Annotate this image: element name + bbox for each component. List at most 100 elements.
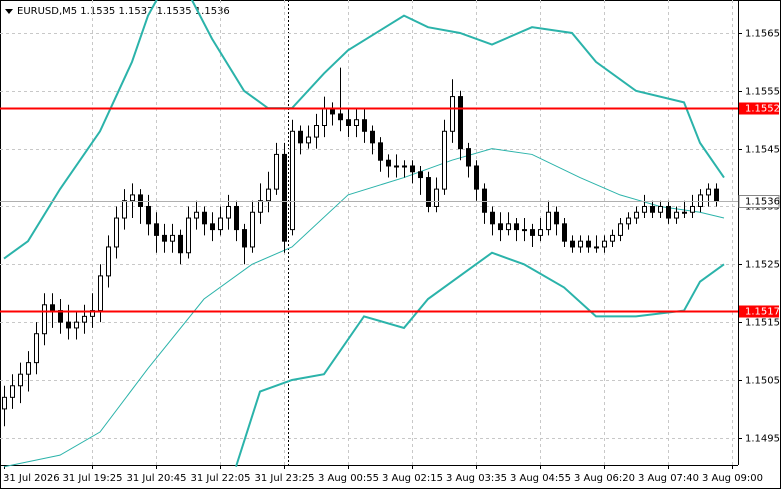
candle-body bbox=[650, 205, 655, 213]
candle-body bbox=[354, 119, 359, 127]
x-tick-label: 3 Aug 04:55 bbox=[510, 473, 571, 484]
candle-body bbox=[210, 223, 215, 231]
candle-body bbox=[146, 205, 151, 225]
candle-body bbox=[378, 142, 383, 161]
candle-body bbox=[322, 107, 327, 127]
candle-body bbox=[122, 200, 127, 219]
last-price-label: 1.1536 bbox=[745, 197, 780, 208]
candle-body bbox=[450, 96, 455, 132]
candle-body bbox=[594, 246, 599, 249]
x-tick-label: 3 Aug 06:20 bbox=[574, 473, 635, 484]
candle-body bbox=[434, 188, 439, 207]
candle-body bbox=[626, 217, 631, 225]
candle-body bbox=[338, 113, 343, 121]
candle-body bbox=[498, 223, 503, 231]
y-tick-label: 1.1555 bbox=[745, 87, 780, 98]
y-tick-label: 1.1495 bbox=[745, 434, 780, 445]
candle-body bbox=[546, 211, 551, 231]
x-tick-label: 3 Aug 09:00 bbox=[702, 473, 763, 484]
candle-body bbox=[162, 234, 167, 242]
candle-body bbox=[250, 211, 255, 248]
candle-body bbox=[586, 240, 591, 248]
last-price-box bbox=[738, 195, 780, 208]
candle-body bbox=[10, 385, 15, 398]
candle-body bbox=[18, 373, 23, 387]
candle-body bbox=[570, 240, 575, 248]
candle-body bbox=[370, 130, 375, 144]
candle-body bbox=[522, 229, 527, 232]
candle-body bbox=[690, 205, 695, 213]
candle-body bbox=[194, 211, 199, 219]
candle-body bbox=[554, 211, 559, 225]
candle-body bbox=[698, 194, 703, 207]
candle-body bbox=[42, 304, 47, 335]
candle-body bbox=[410, 165, 415, 173]
candle-body bbox=[306, 136, 311, 144]
candle-body bbox=[402, 165, 407, 168]
x-tick-label: 3 Aug 03:35 bbox=[446, 473, 507, 484]
candle-body bbox=[394, 165, 399, 168]
candle-body bbox=[634, 211, 639, 219]
candle-body bbox=[538, 229, 543, 236]
candle-body bbox=[490, 211, 495, 225]
candle-body bbox=[98, 275, 103, 312]
candle-body bbox=[682, 211, 687, 214]
candle-body bbox=[714, 188, 719, 202]
candle-body bbox=[258, 200, 263, 213]
candle-body bbox=[466, 148, 471, 167]
candle-body bbox=[242, 229, 247, 248]
candle-body bbox=[74, 321, 79, 329]
y-tick-label: 1.1525 bbox=[745, 260, 780, 271]
candle-body bbox=[82, 315, 87, 323]
x-tick-label: 31 Jul 2026 bbox=[3, 473, 60, 484]
level-label: 1.1552 bbox=[745, 104, 780, 115]
chart-title: EURUSD,M5 1.1535 1.1537 1.1535 1.1536 bbox=[17, 6, 230, 17]
candle-body bbox=[474, 165, 479, 190]
y-tick-label: 1.1505 bbox=[745, 376, 780, 387]
level-label-box bbox=[739, 305, 779, 318]
candle-body bbox=[154, 223, 159, 236]
candle-body bbox=[218, 217, 223, 231]
candle-body bbox=[314, 125, 319, 138]
candle-body bbox=[50, 304, 55, 312]
candle-body bbox=[666, 205, 671, 219]
menu-icon bbox=[5, 9, 13, 14]
candle-body bbox=[114, 217, 119, 248]
candle-body bbox=[386, 159, 391, 167]
x-tick-label: 3 Aug 00:55 bbox=[318, 473, 379, 484]
candle-body bbox=[346, 119, 351, 127]
candle-body bbox=[602, 240, 607, 248]
candle-body bbox=[170, 234, 175, 242]
candle-body bbox=[418, 171, 423, 179]
candle-body bbox=[178, 234, 183, 254]
candle-body bbox=[562, 223, 567, 242]
candle-body bbox=[458, 96, 463, 150]
candle-body bbox=[578, 240, 583, 248]
x-tick-label: 31 Jul 19:25 bbox=[63, 473, 123, 484]
x-tick-label: 3 Aug 02:15 bbox=[382, 473, 443, 484]
candle-body bbox=[226, 205, 231, 219]
candle-body bbox=[34, 333, 39, 364]
candle-body bbox=[66, 321, 71, 329]
candle-body bbox=[514, 223, 519, 231]
candle-body bbox=[362, 119, 367, 132]
band-line bbox=[3, 0, 725, 260]
band-line bbox=[3, 148, 725, 468]
y-tick-label: 1.1515 bbox=[745, 318, 780, 329]
candle-body bbox=[618, 223, 623, 236]
candle-body bbox=[186, 217, 191, 254]
candle-body bbox=[202, 211, 207, 225]
candle-body bbox=[234, 205, 239, 231]
x-tick-label: 3 Aug 07:40 bbox=[638, 473, 699, 484]
y-tick-label: 1.1565 bbox=[745, 29, 780, 40]
candle-body bbox=[266, 188, 271, 202]
y-tick-label: 1.1545 bbox=[745, 145, 780, 156]
candle-body bbox=[130, 194, 135, 202]
x-tick-label: 31 Jul 23:25 bbox=[255, 473, 315, 484]
level-label-box bbox=[739, 102, 779, 115]
candle-body bbox=[26, 362, 31, 375]
candle-body bbox=[290, 130, 295, 231]
candle-body bbox=[298, 130, 303, 144]
